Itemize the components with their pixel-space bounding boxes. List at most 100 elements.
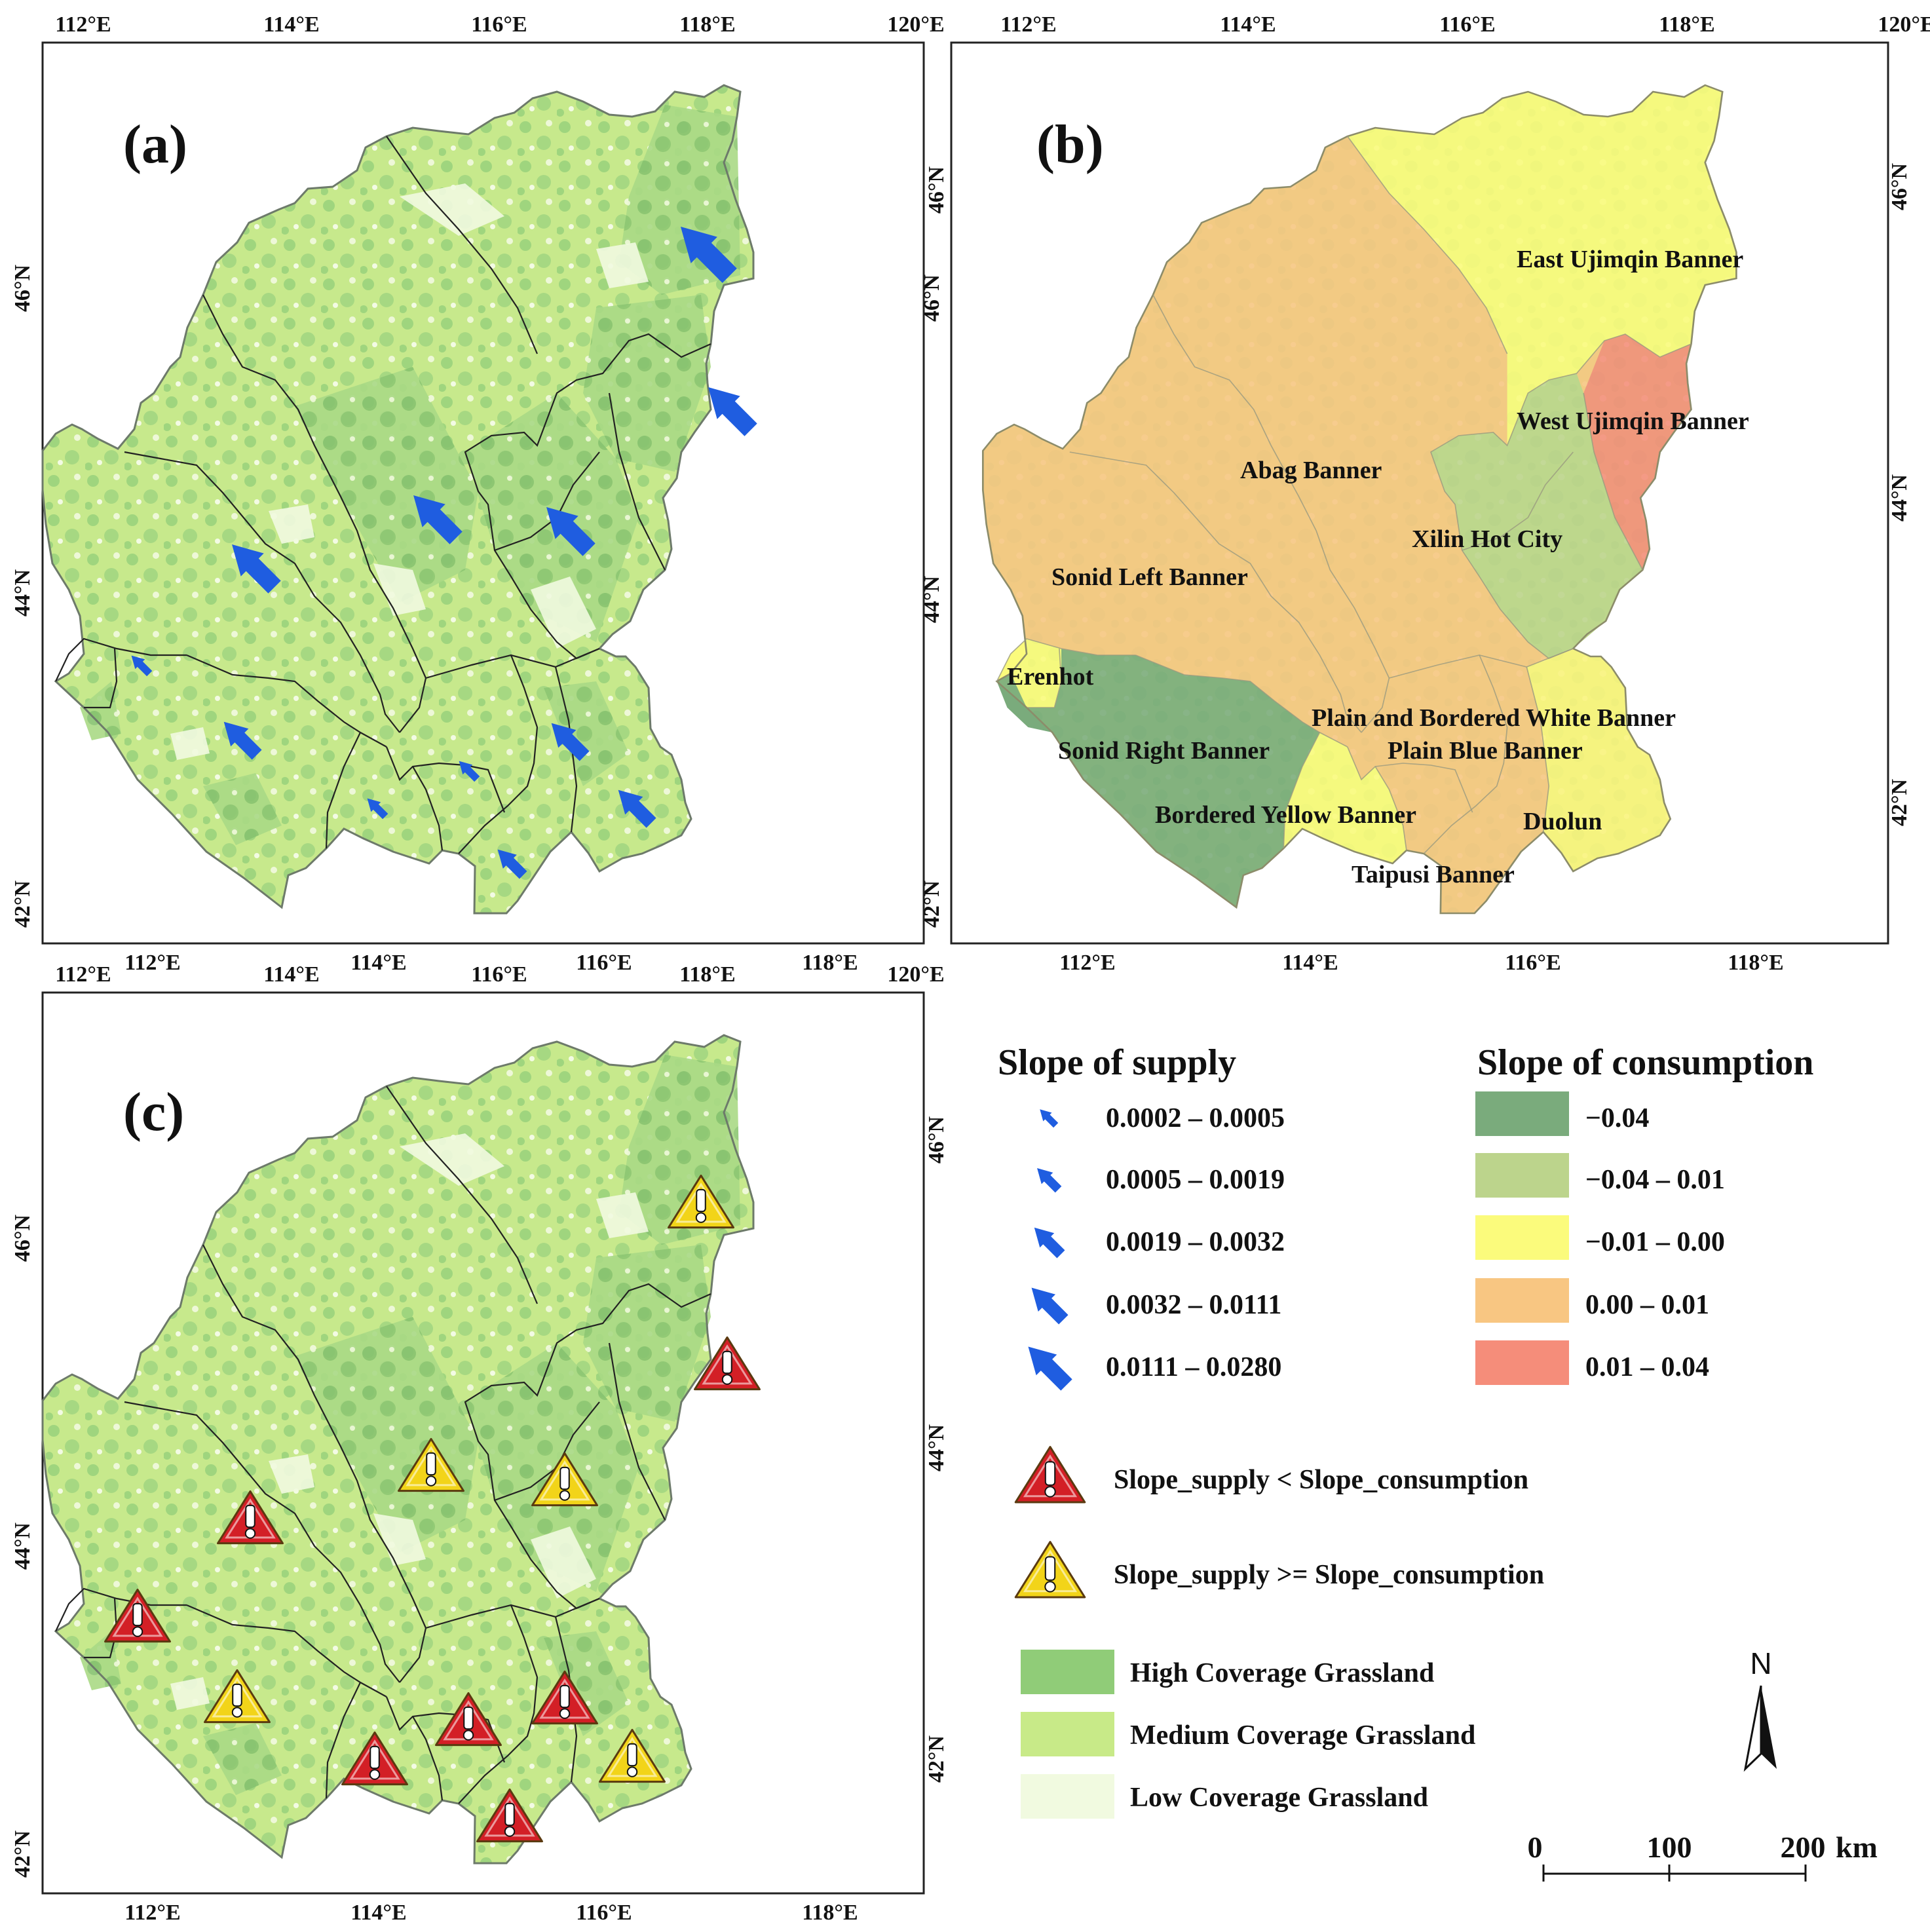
legend-warning-yellow-icon [1014, 1541, 1086, 1599]
panel-letter-b: (b) [1036, 114, 1104, 175]
label-east-ujimqin: East Ujimqin Banner [1517, 246, 1743, 273]
label-plain-blue: Plain Blue Banner [1388, 737, 1583, 765]
lon-a-bottom-tick: 116°E [576, 951, 632, 975]
scale-100: 100 [1647, 1830, 1692, 1864]
label-plain-bordered-white: Plain and Bordered White Banner [1312, 704, 1676, 732]
arrow-up-right-icon [131, 655, 153, 677]
lon-b-top-tick: 112°E [1000, 12, 1056, 37]
lon-b-bottom-tick: 116°E [1505, 951, 1561, 975]
scale-bar: 0 100 200 km [1528, 1830, 1878, 1882]
arrow-up-right-icon [680, 226, 737, 283]
arrow-up-right-icon [223, 721, 262, 760]
lat-b-right-tick: 42°N [1887, 778, 1912, 826]
lat-b-left-tick: 46°N [920, 274, 944, 322]
legend-supply-label-4: 0.0032 – 0.0111 [1106, 1290, 1281, 1320]
arrow-up-right-icon [367, 798, 388, 820]
lon-b-bottom-tick: 118°E [1728, 951, 1783, 975]
lon-c-top-tick: 112°E [55, 962, 111, 987]
warning-triangle-icon-red [694, 1336, 761, 1391]
arrow-up-right-icon [546, 507, 596, 556]
arrow-up-right-icon [618, 789, 656, 828]
lon-a-top-tick: 116°E [471, 12, 527, 37]
lon-b-bottom-tick: 114°E [1282, 951, 1338, 975]
legend-supply-arrow-icon-1 [1040, 1109, 1059, 1128]
legend-consumption-swatch-3 [1475, 1215, 1569, 1260]
warning-triangle-icon-yellow [398, 1437, 464, 1492]
label-duolun: Duolun [1523, 808, 1602, 835]
arrow-up-right-icon [708, 387, 757, 436]
lon-a-bottom-tick: 118°E [802, 951, 858, 975]
map-b [981, 84, 1737, 915]
legend-consumption-title: Slope of consumption [1477, 1042, 1813, 1083]
legend-consumption-swatch-2 [1475, 1153, 1569, 1198]
legend-grass-low-text: Low Coverage Grassland [1130, 1783, 1428, 1813]
label-west-ujimqin: West Ujimqin Banner [1517, 407, 1749, 435]
lon-c-top-tick: 120°E [887, 962, 944, 987]
warning-triangle-icon-red [341, 1731, 408, 1786]
lon-b-top-tick: 120°E [1878, 12, 1930, 37]
label-sonid-left: Sonid Left Banner [1051, 563, 1248, 591]
legend-grass-medium-text: Medium Coverage Grassland [1130, 1720, 1475, 1751]
lat-b-right-tick: 44°N [1887, 474, 1912, 521]
warning-triangle-icon-red [104, 1588, 171, 1643]
lat-a-right-tick: 46°N [924, 166, 949, 214]
arrow-up-right-icon [413, 495, 463, 544]
lat-c-right-tick: 42°N [924, 1735, 949, 1783]
legend-grass-medium-swatch [1021, 1712, 1114, 1756]
lon-c-bottom-tick: 112°E [124, 1901, 180, 1925]
lon-b-top-tick: 114°E [1220, 12, 1276, 37]
legend-consumption-label-4: 0.00 – 0.01 [1585, 1290, 1709, 1320]
legend-consumption-label-1: −0.04 [1585, 1103, 1649, 1133]
svg-text:N: N [1750, 1646, 1771, 1680]
lon-b-top-tick: 118°E [1659, 12, 1714, 37]
lon-c-bottom-tick: 118°E [802, 1901, 858, 1925]
legend-supply-arrow-icon-4 [1031, 1287, 1069, 1325]
lat-c-left-tick: 42°N [10, 1830, 35, 1878]
legend-consumption-swatch-4 [1475, 1278, 1569, 1323]
lon-c-bottom-tick: 114°E [350, 1901, 406, 1925]
warning-triangle-icon-yellow [668, 1174, 734, 1229]
legend-supply-label-5: 0.0111 – 0.0280 [1106, 1352, 1281, 1382]
arrow-up-right-icon [551, 723, 590, 761]
panel-letter-a: (a) [123, 114, 187, 175]
label-sonid-right: Sonid Right Banner [1058, 737, 1270, 765]
label-erenhot: Erenhot [1007, 663, 1094, 691]
warning-triangle-icon-red [531, 1670, 598, 1725]
warning-triangle-icon-red [217, 1490, 284, 1545]
scale-0: 0 [1528, 1830, 1543, 1864]
lon-c-bottom-tick: 116°E [576, 1901, 632, 1925]
legend-grass-high-swatch [1021, 1650, 1114, 1694]
lon-a-top-tick: 112°E [55, 12, 111, 37]
label-xilinhot: Xilin Hot City [1412, 525, 1562, 553]
lat-a-left-tick: 42°N [10, 880, 35, 928]
arrow-up-right-icon [497, 849, 527, 879]
arrow-up-right-icon [459, 761, 480, 782]
warning-triangle-icon-yellow [204, 1669, 271, 1724]
arrow-up-right-icon [232, 544, 281, 594]
legend-warn-red-text: Slope_supply < Slope_consumption [1114, 1465, 1528, 1495]
lon-a-top-tick: 120°E [887, 12, 944, 37]
legend-supply-arrow-icon-3 [1034, 1227, 1065, 1259]
lon-a-bottom-tick: 114°E [350, 951, 406, 975]
label-taipusi: Taipusi Banner [1352, 861, 1515, 888]
legend-supply-title: Slope of supply [998, 1042, 1236, 1083]
lon-a-top-tick: 114°E [263, 12, 319, 37]
panel-letter-c: (c) [123, 1082, 184, 1143]
lon-b-bottom-tick: 112°E [1059, 951, 1115, 975]
legend-consumption-label-5: 0.01 – 0.04 [1585, 1352, 1709, 1382]
lon-c-top-tick: 118°E [679, 962, 735, 987]
lon-c-top-tick: 114°E [263, 962, 319, 987]
legend-consumption-swatch-5 [1475, 1340, 1569, 1385]
legend-supply-label-1: 0.0002 – 0.0005 [1106, 1103, 1285, 1133]
legend-consumption-swatch-1 [1475, 1091, 1569, 1136]
map-c [41, 1034, 755, 1865]
warning-triangle-icon-red [476, 1788, 543, 1843]
warning-triangle-icon-yellow [599, 1728, 666, 1783]
lat-b-left-tick: 42°N [920, 880, 944, 928]
legend-warning-red-icon [1014, 1446, 1086, 1504]
lat-a-left-tick: 44°N [10, 569, 35, 616]
lat-c-right-tick: 44°N [924, 1424, 949, 1471]
legend-warn-yellow-text: Slope_supply >= Slope_consumption [1114, 1560, 1544, 1590]
lon-a-top-tick: 118°E [679, 12, 735, 37]
